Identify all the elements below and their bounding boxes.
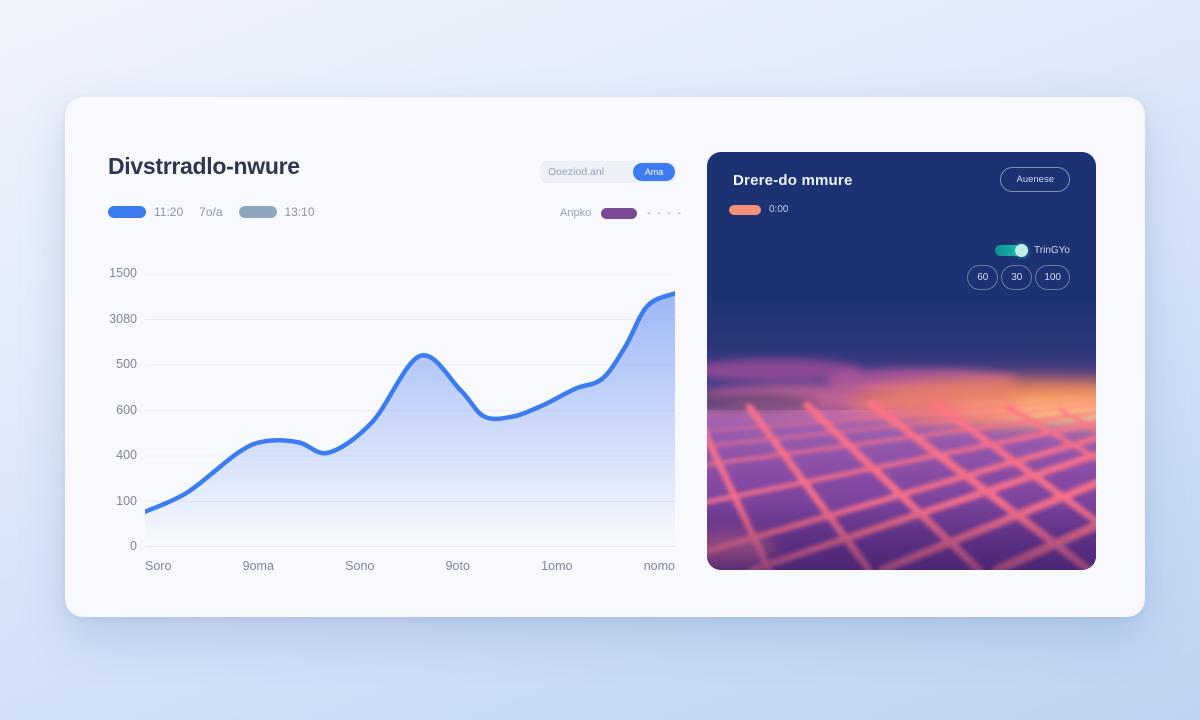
preview-panel: Drere-do mmure Auenese 0:00 TrinGYo 60 3… xyxy=(707,152,1096,570)
page-title: Divstrradlo-nwure xyxy=(108,153,300,179)
panel-legend: 0:00 xyxy=(729,204,788,215)
y-tick-label: 500 xyxy=(116,357,137,371)
panel-action-button[interactable]: Auenese xyxy=(1000,167,1070,192)
range-button-60[interactable]: 60 xyxy=(967,265,999,290)
y-tick-label: 600 xyxy=(116,402,137,417)
filter-input-value: Ooeziod.anl xyxy=(548,166,605,178)
legend-label: 11:20 xyxy=(154,205,184,219)
legend-label: 7o/a xyxy=(199,205,223,219)
apply-button[interactable]: Ama xyxy=(633,163,675,181)
legend-item[interactable]: 11:20 xyxy=(108,205,183,219)
legend-swatch-salmon xyxy=(729,204,761,215)
x-axis-labels: Soro 9oma Sono 9oto 1omo nomo xyxy=(145,559,675,573)
toggle-row: TrinGYo xyxy=(995,244,1070,257)
y-axis-labels: 1500 3080 500 600 400 100 0 xyxy=(93,266,137,553)
panel-legend-label: 0:00 xyxy=(769,204,789,215)
y-tick-label: 100 xyxy=(116,493,137,508)
range-button-30[interactable]: 30 xyxy=(1001,265,1033,290)
x-tick-label: 9oto xyxy=(445,559,470,573)
x-tick-label: nomo xyxy=(643,559,675,573)
y-tick-label: 400 xyxy=(116,448,137,462)
toggle-knob xyxy=(1015,244,1029,257)
x-tick-label: Soro xyxy=(145,559,172,573)
synthwave-image xyxy=(707,298,1096,570)
legend-swatch-purple xyxy=(601,207,638,219)
legend-dashes: - - - - xyxy=(647,207,683,219)
legend-swatch-gray xyxy=(238,206,277,218)
y-tick-label: 3080 xyxy=(109,311,137,326)
legend-label: 13:10 xyxy=(284,205,315,219)
panel-title: Drere-do mmure xyxy=(733,172,853,189)
y-tick-label: 0 xyxy=(130,539,137,553)
dashboard-card: Divstrradlo-nwure 11:20 7o/a 13:10 Ooezi… xyxy=(65,97,1145,617)
secondary-legend-label: Anpko xyxy=(560,207,592,219)
x-tick-label: 9oma xyxy=(242,559,274,573)
area-chart[interactable] xyxy=(145,274,675,547)
legend-swatch-blue xyxy=(108,206,146,218)
chart-legend: 11:20 7o/a 13:10 xyxy=(108,205,315,219)
filter-input[interactable]: Ooeziod.anl Ama xyxy=(540,161,676,183)
range-button-100[interactable]: 100 xyxy=(1035,265,1070,290)
toggle-switch[interactable] xyxy=(995,244,1029,257)
x-tick-label: 1omo xyxy=(541,559,573,573)
legend-item[interactable]: 13:10 xyxy=(238,205,315,219)
legend-item[interactable]: 7o/a xyxy=(199,205,222,219)
range-buttons: 60 30 100 xyxy=(967,265,1070,290)
y-tick-label: 1500 xyxy=(109,266,137,280)
chart-series xyxy=(145,291,675,547)
toggle-label: TrinGYo xyxy=(1034,245,1070,256)
x-tick-label: Sono xyxy=(345,559,375,573)
secondary-legend: Anpko - - - - xyxy=(560,207,683,219)
